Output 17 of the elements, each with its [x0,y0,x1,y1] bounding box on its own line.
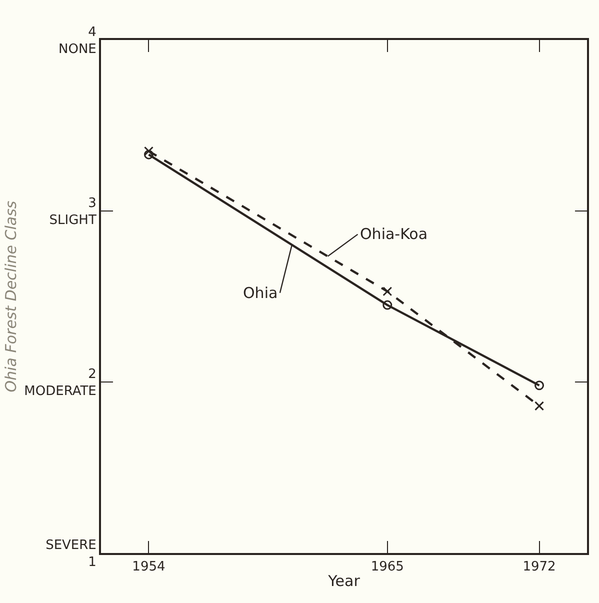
x-tick-label: 1965 [370,560,404,575]
y-tick-label: SEVERE 1 [46,538,96,570]
point [382,286,392,296]
y-tick-label: 3 SLIGHT [49,196,96,228]
series-label: Ohia-Koa [360,225,428,243]
y-axis-title: Ohia Forest Decline Class [2,200,20,392]
x-tick-label: 1954 [132,560,166,575]
y-tick-label: 2 MODERATE [24,367,96,399]
point [382,300,392,310]
point [144,146,154,156]
text: Ohia [243,284,278,302]
x-axis-title: Year [327,572,361,590]
point [534,380,544,390]
y-tick-label: 4 NONE [58,25,96,57]
point [534,401,544,411]
point [144,150,154,160]
x-tick-label: 1972 [522,560,556,575]
